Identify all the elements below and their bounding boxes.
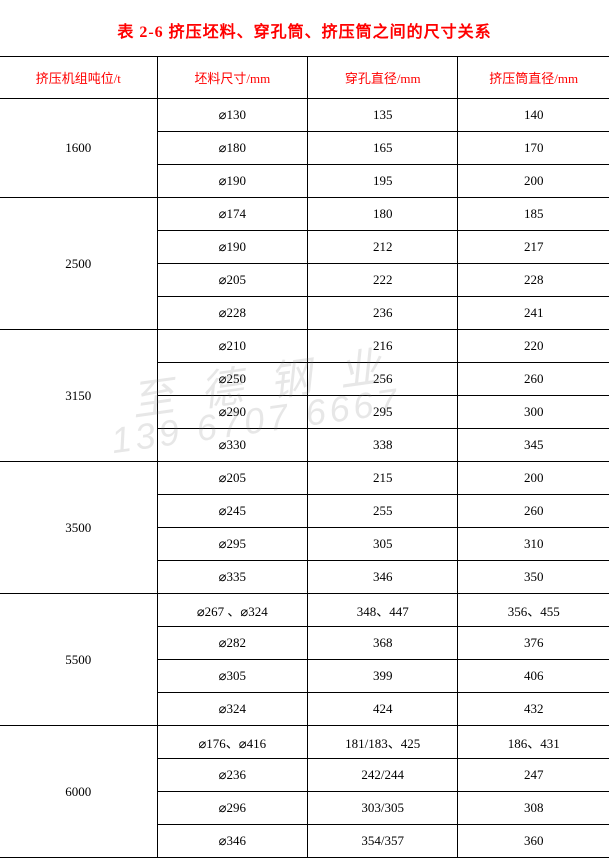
cell-blank: ⌀330: [157, 429, 307, 462]
cell-container: 241: [458, 297, 609, 330]
cell-container: 308: [458, 792, 609, 825]
cell-punch: 212: [308, 231, 458, 264]
cell-blank: ⌀236: [157, 759, 307, 792]
cell-container: 350: [458, 561, 609, 594]
dimension-table: 挤压机组吨位/t 坯料尺寸/mm 穿孔直径/mm 挤压筒直径/mm 1600⌀1…: [0, 56, 609, 858]
cell-container: 200: [458, 165, 609, 198]
cell-container: 260: [458, 363, 609, 396]
cell-punch: 180: [308, 198, 458, 231]
table-title: 表 2-6 挤压坯料、穿孔筒、挤压筒之间的尺寸关系: [0, 0, 609, 56]
cell-container: 406: [458, 660, 609, 693]
cell-punch: 399: [308, 660, 458, 693]
cell-blank: ⌀130: [157, 99, 307, 132]
cell-blank: ⌀205: [157, 264, 307, 297]
table-body: 1600⌀130135140⌀180165170⌀1901952002500⌀1…: [0, 99, 609, 858]
cell-punch: 303/305: [308, 792, 458, 825]
cell-blank: ⌀282: [157, 627, 307, 660]
cell-container: 170: [458, 132, 609, 165]
header-punch: 穿孔直径/mm: [308, 57, 458, 99]
cell-punch: 236: [308, 297, 458, 330]
table-row: 1600⌀130135140: [0, 99, 609, 132]
cell-blank: ⌀174: [157, 198, 307, 231]
cell-container: 345: [458, 429, 609, 462]
cell-blank: ⌀267 、⌀324: [157, 594, 307, 627]
cell-punch: 346: [308, 561, 458, 594]
cell-container: 228: [458, 264, 609, 297]
cell-container: 432: [458, 693, 609, 726]
cell-blank: ⌀205: [157, 462, 307, 495]
cell-punch: 354/357: [308, 825, 458, 858]
cell-tonnage: 5500: [0, 594, 157, 726]
cell-container: 185: [458, 198, 609, 231]
cell-punch: 215: [308, 462, 458, 495]
cell-blank: ⌀180: [157, 132, 307, 165]
cell-punch: 295: [308, 396, 458, 429]
table-row: 5500⌀267 、⌀324348、447356、455: [0, 594, 609, 627]
cell-blank: ⌀228: [157, 297, 307, 330]
cell-blank: ⌀305: [157, 660, 307, 693]
cell-blank: ⌀290: [157, 396, 307, 429]
cell-container: 186、431: [458, 726, 609, 759]
cell-punch: 242/244: [308, 759, 458, 792]
table-row: 2500⌀174180185: [0, 198, 609, 231]
cell-container: 217: [458, 231, 609, 264]
cell-blank: ⌀210: [157, 330, 307, 363]
cell-punch: 195: [308, 165, 458, 198]
cell-container: 260: [458, 495, 609, 528]
cell-container: 360: [458, 825, 609, 858]
cell-container: 247: [458, 759, 609, 792]
table-row: 3150⌀210216220: [0, 330, 609, 363]
cell-tonnage: 3150: [0, 330, 157, 462]
cell-punch: 222: [308, 264, 458, 297]
cell-container: 356、455: [458, 594, 609, 627]
cell-blank: ⌀324: [157, 693, 307, 726]
cell-punch: 216: [308, 330, 458, 363]
cell-container: 310: [458, 528, 609, 561]
cell-punch: 348、447: [308, 594, 458, 627]
cell-blank: ⌀245: [157, 495, 307, 528]
cell-container: 140: [458, 99, 609, 132]
cell-container: 200: [458, 462, 609, 495]
cell-punch: 305: [308, 528, 458, 561]
header-container: 挤压筒直径/mm: [458, 57, 609, 99]
cell-punch: 338: [308, 429, 458, 462]
cell-punch: 181/183、425: [308, 726, 458, 759]
cell-tonnage: 2500: [0, 198, 157, 330]
header-blank: 坯料尺寸/mm: [157, 57, 307, 99]
cell-punch: 165: [308, 132, 458, 165]
cell-blank: ⌀190: [157, 231, 307, 264]
cell-blank: ⌀176、⌀416: [157, 726, 307, 759]
cell-tonnage: 3500: [0, 462, 157, 594]
cell-tonnage: 6000: [0, 726, 157, 858]
cell-punch: 255: [308, 495, 458, 528]
cell-container: 376: [458, 627, 609, 660]
cell-container: 300: [458, 396, 609, 429]
cell-punch: 368: [308, 627, 458, 660]
cell-blank: ⌀296: [157, 792, 307, 825]
cell-blank: ⌀190: [157, 165, 307, 198]
header-tonnage: 挤压机组吨位/t: [0, 57, 157, 99]
table-row: 6000⌀176、⌀416181/183、425186、431: [0, 726, 609, 759]
cell-punch: 256: [308, 363, 458, 396]
cell-blank: ⌀346: [157, 825, 307, 858]
cell-container: 220: [458, 330, 609, 363]
cell-blank: ⌀295: [157, 528, 307, 561]
header-row: 挤压机组吨位/t 坯料尺寸/mm 穿孔直径/mm 挤压筒直径/mm: [0, 57, 609, 99]
cell-blank: ⌀250: [157, 363, 307, 396]
cell-tonnage: 1600: [0, 99, 157, 198]
cell-punch: 424: [308, 693, 458, 726]
cell-blank: ⌀335: [157, 561, 307, 594]
table-row: 3500⌀205215200: [0, 462, 609, 495]
cell-punch: 135: [308, 99, 458, 132]
